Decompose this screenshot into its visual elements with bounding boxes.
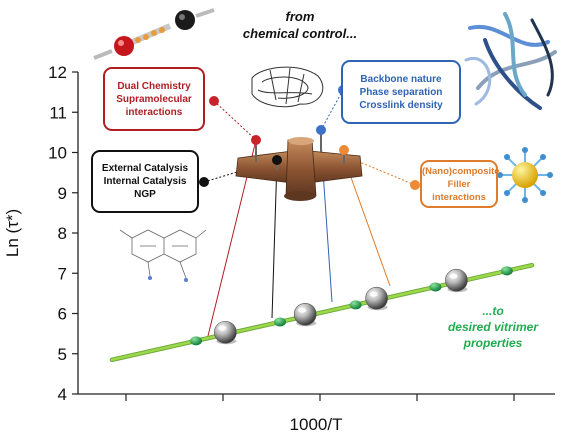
plot-layer (109, 262, 535, 363)
box-dual-chemistry: Dual Chemistry Supramolecular interactio… (103, 67, 205, 131)
box-nanocomposite: (Nano)composite Filler interactions (420, 160, 500, 208)
y-ticks: 4 5 6 7 8 9 10 11 12 (48, 63, 78, 404)
axes: 4 5 6 7 8 9 10 11 12 (48, 63, 555, 404)
box-orange-line-2: Filler interactions (432, 178, 486, 203)
molecular-structure-sketch-icon (119, 229, 207, 282)
green-point-5 (500, 266, 513, 276)
y-tick-label-9: 9 (58, 184, 67, 203)
leader-dot-orange (410, 180, 420, 190)
bottom-caption-line-3: properties (463, 336, 523, 350)
leader-dot-red (209, 96, 219, 106)
green-point-4 (429, 282, 442, 292)
green-point-1 (190, 336, 202, 346)
box-catalysis: External Catalysis Internal Catalysis NG… (91, 150, 199, 213)
y-tick-label-12: 12 (48, 63, 67, 82)
box-black-line-3: NGP (134, 189, 156, 200)
y-tick-label-8: 8 (58, 224, 67, 243)
y-tick-label-7: 7 (58, 264, 67, 283)
leader-red (213, 100, 257, 141)
green-point-3 (349, 300, 362, 310)
x-axis-label: 1000/T (290, 415, 343, 434)
network-sketch-icon (251, 66, 324, 108)
box-red-line-1: Dual Chemistry (117, 80, 191, 92)
box-black-line-1: External Catalysis (101, 163, 189, 174)
connector-orange (343, 157, 391, 287)
box-red-line-3: interactions (125, 106, 183, 118)
box-blue-line-2: Phase separation (359, 86, 443, 98)
leader-blue (320, 89, 344, 131)
y-tick-label-5: 5 (58, 345, 67, 364)
box-blue-line-1: Backbone nature (360, 73, 442, 85)
y-tick-label-10: 10 (48, 144, 67, 163)
sphere-marker-4 (445, 268, 468, 293)
mixing-console-icon (235, 125, 363, 201)
box-orange-line-1: (Nano)composite (422, 165, 500, 177)
leader-black (203, 159, 278, 183)
y-axis-label: Ln (τ*) (3, 209, 22, 257)
polymer-chains-icon (464, 12, 557, 110)
box-black-line-2: Internal Catalysis (103, 176, 187, 187)
box-red-line-2: Supramolecular (116, 93, 192, 105)
top-caption-line-1: from (285, 9, 315, 24)
sphere-marker-1 (214, 320, 237, 345)
y-tick-label-11: 11 (49, 103, 67, 122)
top-caption: from chemical control... (220, 8, 380, 42)
sphere-marker-2 (293, 302, 317, 327)
leader-dot-black (199, 177, 209, 187)
top-caption-line-2: chemical control... (242, 26, 358, 41)
sphere-marker-3 (365, 286, 388, 311)
green-point-2 (274, 317, 286, 327)
y-tick-label-4: 4 (58, 385, 67, 404)
nanoparticle-icon (497, 147, 553, 203)
molecule-chain-icon (93, 8, 215, 60)
box-blue-line-3: Crosslink density (359, 99, 443, 111)
y-tick-label-6: 6 (58, 305, 67, 324)
bottom-caption-line-1: ...to (482, 304, 504, 318)
connector-black (271, 159, 278, 319)
x-ticks (125, 394, 515, 401)
box-backbone: Backbone nature Phase separation Crossli… (341, 60, 461, 124)
bottom-caption-line-2: desired vitrimer (447, 320, 539, 334)
bottom-caption: ...to desired vitrimer properties (428, 303, 558, 351)
